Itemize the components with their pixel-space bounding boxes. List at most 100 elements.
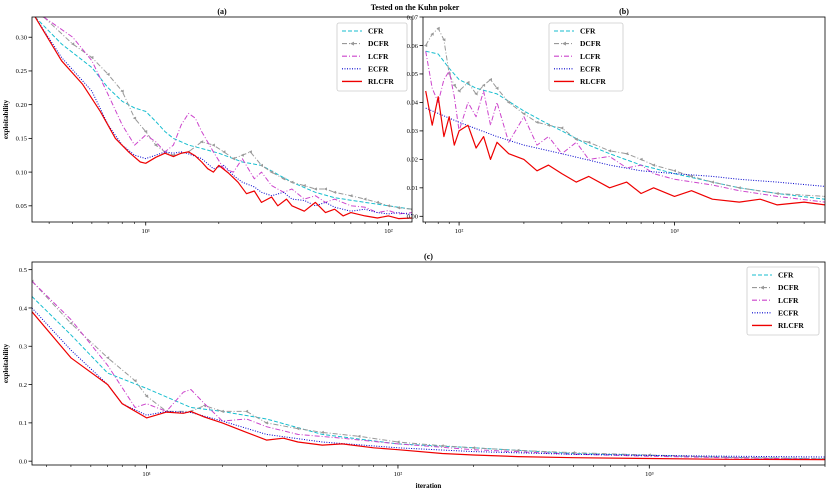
y-tick-label: 0.02 xyxy=(407,157,418,164)
legend-label-rlcfr: RLCFR xyxy=(368,77,394,86)
series-point-dcfr xyxy=(651,163,656,167)
legend-marker xyxy=(350,41,354,46)
legend-label-dcfr: DCFR xyxy=(580,39,601,48)
chart-c: (c) 10¹ 10² 10³ 0.0 0.1 0.2 0.3 0.4 0.5 exploitabi… xyxy=(2,252,826,490)
y-tick-label: 0.30 xyxy=(16,35,27,42)
series-point-dcfr xyxy=(535,120,539,124)
series-point-dcfr xyxy=(737,186,741,190)
legend-marker xyxy=(760,285,764,290)
chart-b: (b) 10² 10³ 0.00 0.01 0.02 0.03 0.04 0.05 0.06 0.0… xyxy=(407,7,826,235)
y-tick-label: 0.25 xyxy=(16,68,27,75)
y-tick-label: 0.4 xyxy=(19,305,28,312)
legend-label-cfr: CFR xyxy=(368,27,384,36)
legend-label-rlcfr: RLCFR xyxy=(580,77,606,86)
x-tick-label: 10¹ xyxy=(142,471,151,478)
series-point-dcfr xyxy=(452,83,456,87)
legend-box xyxy=(746,266,820,336)
series-line-rlcfr xyxy=(425,90,825,206)
series-point-dcfr xyxy=(320,430,324,434)
series-point-dcfr xyxy=(357,434,361,438)
series-point-dcfr xyxy=(481,83,486,87)
series-point-dcfr xyxy=(672,169,676,173)
series-group xyxy=(32,279,825,461)
series-point-dcfr xyxy=(396,440,400,444)
legend: CFR DCFR LCFR ECFR RLCFR xyxy=(548,22,624,92)
series-point-dcfr xyxy=(375,200,379,204)
series-group xyxy=(423,26,825,206)
chart-a: (a) 10¹ 10² 0.05 0.10 0.15 0.20 0.25 0.30 exploit… xyxy=(2,7,413,235)
y-tick-label: 0.10 xyxy=(16,169,27,176)
series-point-dcfr xyxy=(363,197,367,201)
series-point-dcfr xyxy=(471,446,476,450)
x-tick-label: 10³ xyxy=(645,471,654,478)
series-point-dcfr xyxy=(259,163,263,167)
series-point-dcfr xyxy=(269,170,274,174)
y-tick-label: 0.3 xyxy=(19,344,27,351)
series-point-dcfr xyxy=(710,180,714,184)
series-point-dcfr xyxy=(639,157,643,161)
series-point-dcfr xyxy=(349,194,353,198)
series-point-dcfr xyxy=(410,208,412,211)
legend: CFR DCFR LCFR ECFR RLCFR xyxy=(336,22,408,92)
charts-layer: (a) 10¹ 10² 0.05 0.10 0.15 0.20 0.25 0.30 exploit… xyxy=(2,7,826,490)
series-point-dcfr xyxy=(231,157,235,161)
series-point-dcfr xyxy=(222,150,226,154)
series-point-dcfr xyxy=(90,55,94,60)
legend-label-dcfr: DCFR xyxy=(778,283,799,292)
y-tick-label: 0.05 xyxy=(407,71,418,78)
y-tick-label: 0.0 xyxy=(19,458,27,465)
legend-label-dcfr: DCFR xyxy=(368,39,389,48)
series-point-dcfr xyxy=(546,123,550,127)
series-line-ecfr xyxy=(425,107,825,187)
series-point-dcfr xyxy=(436,26,440,30)
x-tick-label: 10² xyxy=(455,228,464,235)
legend-box xyxy=(336,22,408,92)
legend-label-lcfr: LCFR xyxy=(778,296,799,305)
series-line-rlcfr xyxy=(32,311,825,461)
y-tick-label: 0.01 xyxy=(407,185,418,192)
series-point-dcfr xyxy=(144,394,149,398)
series-point-dcfr xyxy=(323,187,327,191)
series-line-lcfr xyxy=(425,51,825,203)
series-line-dcfr xyxy=(32,280,825,459)
y-tick-label: 0.06 xyxy=(407,43,419,50)
series-point-dcfr xyxy=(105,356,110,360)
plot-frame xyxy=(422,16,826,223)
series-point-dcfr xyxy=(488,78,492,82)
y-tick-label: 0.20 xyxy=(16,102,27,109)
y-tick-label: 0.1 xyxy=(19,420,27,427)
series-point-dcfr xyxy=(244,409,249,413)
series-point-dcfr xyxy=(474,92,478,96)
series-point-dcfr xyxy=(154,143,158,147)
series-point-dcfr xyxy=(106,72,110,76)
series-line-rlcfr xyxy=(34,17,412,220)
series-line-cfr xyxy=(34,17,412,210)
series-point-dcfr xyxy=(132,116,137,120)
y-tick-label: 0.2 xyxy=(19,382,27,389)
figure-title: Tested on the Kuhn poker xyxy=(371,3,460,12)
series-point-dcfr xyxy=(571,451,576,455)
series-group xyxy=(34,17,412,220)
series-point-dcfr xyxy=(199,140,204,144)
y-tick-label: 0.15 xyxy=(16,136,27,143)
series-line-lcfr xyxy=(43,17,412,215)
series-point-dcfr xyxy=(396,206,400,210)
legend-label-cfr: CFR xyxy=(580,27,596,36)
x-axis-label: iteration xyxy=(416,482,442,490)
series-point-dcfr xyxy=(506,100,511,104)
series-point-dcfr xyxy=(313,187,317,191)
series-point-dcfr xyxy=(281,177,286,181)
series-point-dcfr xyxy=(440,444,444,448)
series-point-dcfr xyxy=(522,112,526,116)
series-line-lcfr xyxy=(32,280,825,460)
series-point-dcfr xyxy=(386,204,390,208)
series-point-dcfr xyxy=(70,42,75,46)
y-axis-label: exploitability xyxy=(2,343,10,383)
x-tick-label: 10² xyxy=(394,471,403,478)
series-point-dcfr xyxy=(457,89,461,93)
y-tick-label: 0.5 xyxy=(19,267,27,274)
y-tick-label: 0.05 xyxy=(16,203,27,210)
series-point-dcfr xyxy=(689,174,693,178)
series-point-dcfr xyxy=(574,137,578,141)
series-point-dcfr xyxy=(120,89,124,93)
